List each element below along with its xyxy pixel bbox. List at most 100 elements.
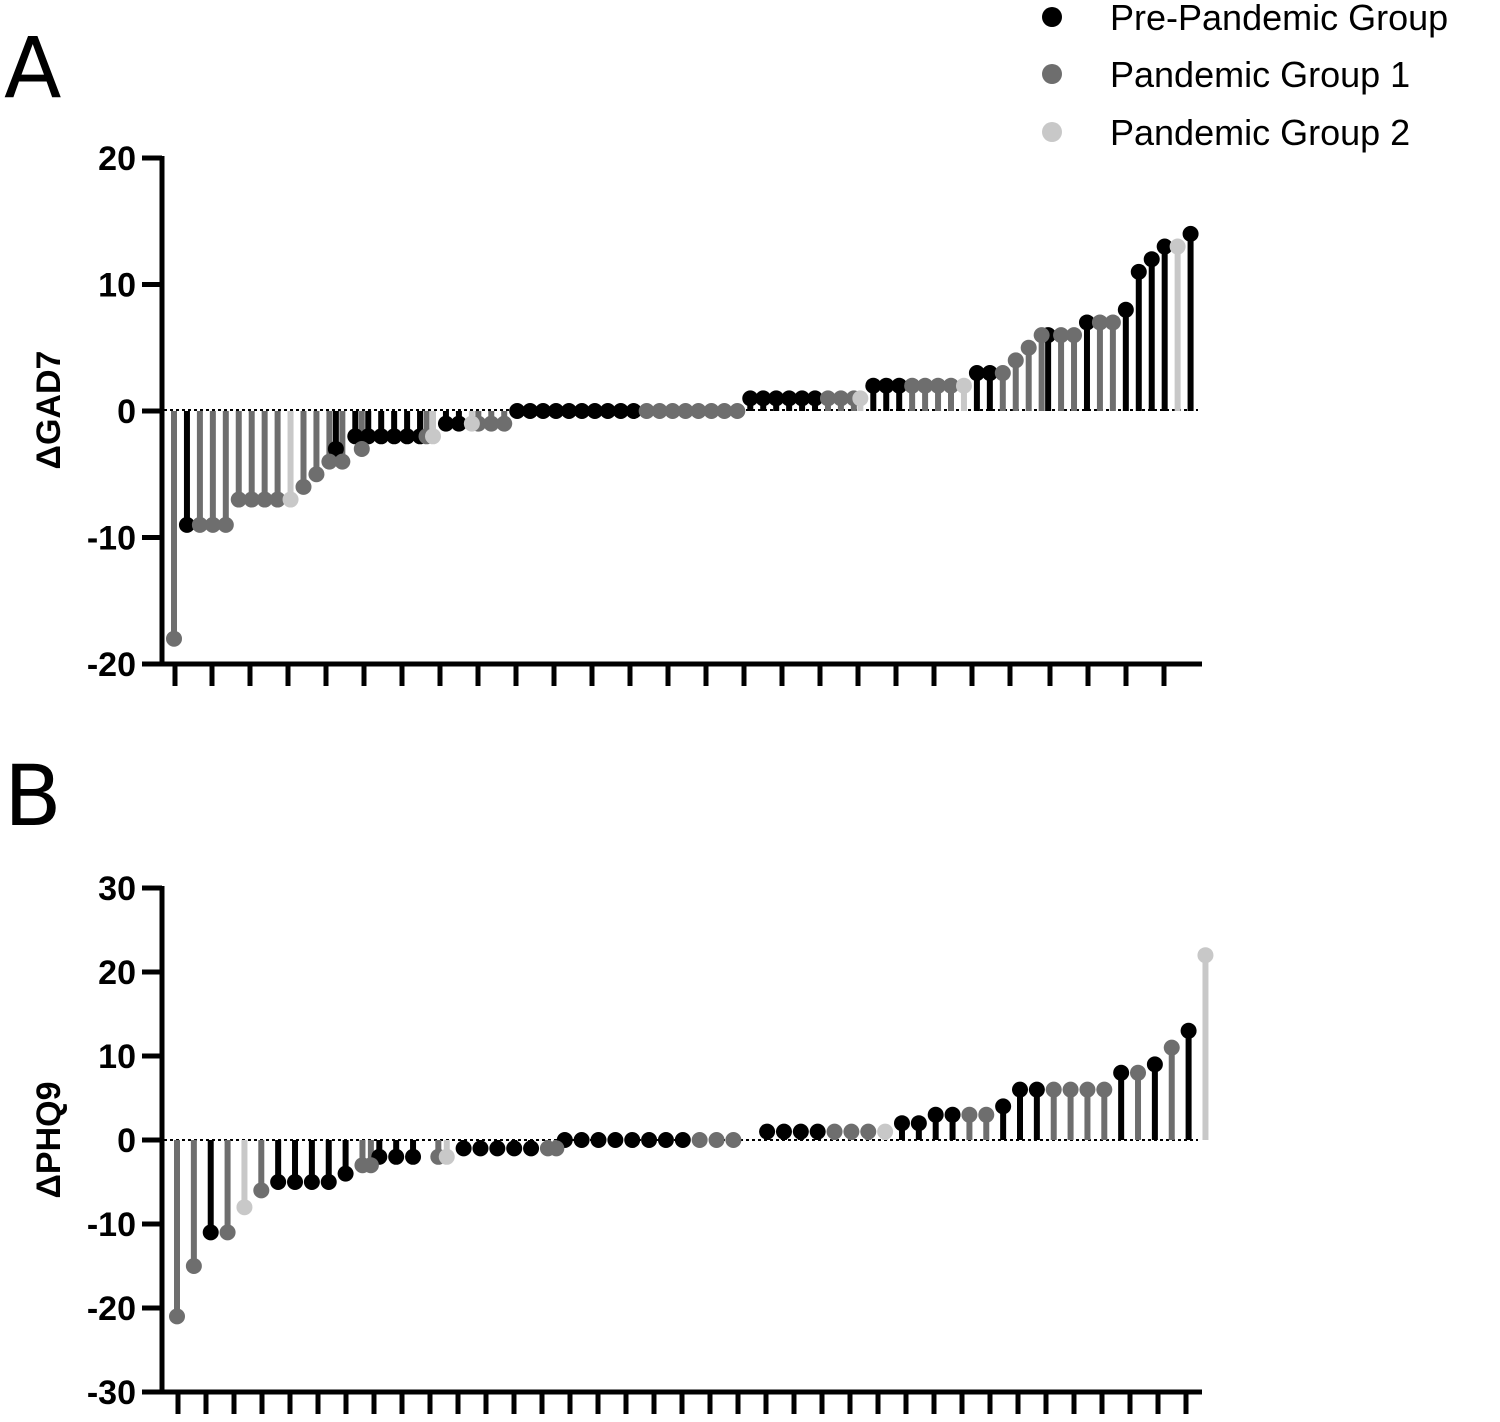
y-tick-label: 20 <box>98 954 136 992</box>
data-point-pre-pandemic-group <box>1156 238 1173 255</box>
data-point-pre-pandemic-group <box>1028 1081 1045 1098</box>
data-point-pandemic-group-1 <box>185 1258 202 1274</box>
data-point-pandemic-group-1 <box>1033 327 1050 344</box>
data-point-pandemic-group-1 <box>334 453 351 470</box>
data-point-pandemic-group-1 <box>1066 327 1083 344</box>
data-point-pre-pandemic-group <box>1180 1022 1197 1039</box>
data-point-pandemic-group-1 <box>253 1182 270 1199</box>
data-point-pandemic-group-1 <box>725 1132 742 1148</box>
panel-a-dots <box>166 225 1199 647</box>
data-point-pandemic-group-2 <box>425 428 441 445</box>
data-point-pandemic-group-2 <box>852 390 869 407</box>
y-tick-label: 0 <box>117 1122 136 1160</box>
data-point-pre-pandemic-group <box>388 1148 405 1165</box>
panel-b-x-ticks <box>175 1392 1189 1414</box>
legend-marker-pandemic-2 <box>1042 122 1062 142</box>
data-point-pre-pandemic-group <box>607 1132 624 1148</box>
data-point-pre-pandemic-group <box>794 390 811 407</box>
data-point-pre-pandemic-group <box>386 428 403 445</box>
data-point-pandemic-group-1 <box>904 377 921 394</box>
data-point-pandemic-group-1 <box>169 1308 185 1325</box>
data-point-pre-pandemic-group <box>1130 263 1147 280</box>
data-point-pre-pandemic-group <box>807 390 824 407</box>
data-point-pre-pandemic-group <box>1143 251 1160 268</box>
data-point-pandemic-group-2 <box>1169 238 1186 255</box>
y-tick-label: -10 <box>87 1206 136 1244</box>
data-point-pre-pandemic-group <box>599 403 616 419</box>
data-point-pre-pandemic-group <box>624 1132 641 1148</box>
data-point-pre-pandemic-group <box>178 516 195 533</box>
panel-a-chart: A ΔGAD7 20 10 0 -10 -20 <box>4 19 1202 686</box>
legend-label-pre-pandemic: Pre-Pandemic Group <box>1110 0 1448 38</box>
y-tick-label: 10 <box>98 267 136 305</box>
data-point-pre-pandemic-group <box>590 1132 607 1148</box>
data-point-pandemic-group-1 <box>1007 352 1024 369</box>
data-point-pre-pandemic-group <box>586 403 603 419</box>
data-point-pre-pandemic-group <box>657 1132 674 1148</box>
data-point-pre-pandemic-group <box>373 428 390 445</box>
data-point-pandemic-group-1 <box>166 630 182 647</box>
data-point-pre-pandemic-group <box>523 1140 540 1157</box>
y-tick-label: -20 <box>87 646 136 684</box>
data-point-pandemic-group-1 <box>1053 327 1070 344</box>
data-point-pandemic-group-1 <box>860 1123 877 1140</box>
panel-a-stems <box>171 233 1194 639</box>
data-point-pandemic-group-1 <box>321 453 338 470</box>
data-point-pandemic-group-1 <box>703 403 720 419</box>
data-point-pre-pandemic-group <box>865 377 882 394</box>
data-point-pre-pandemic-group <box>437 415 454 432</box>
y-tick-label: -30 <box>87 1374 136 1412</box>
data-point-pre-pandemic-group <box>1113 1064 1130 1081</box>
data-point-pre-pandemic-group <box>1146 1056 1163 1073</box>
panel-a-y-axis-title: ΔGAD7 <box>30 351 68 470</box>
data-point-pre-pandemic-group <box>405 1148 422 1165</box>
data-point-pandemic-group-1 <box>1096 1081 1113 1098</box>
data-point-pandemic-group-1 <box>826 1123 843 1140</box>
data-point-pre-pandemic-group <box>968 365 985 382</box>
legend-label-pandemic-1: Pandemic Group 1 <box>1110 54 1410 95</box>
data-point-pandemic-group-1 <box>353 440 370 457</box>
data-point-pandemic-group-1 <box>917 377 934 394</box>
y-tick-label: 30 <box>98 870 136 908</box>
data-point-pre-pandemic-group <box>450 415 467 432</box>
data-point-pre-pandemic-group <box>489 1140 506 1157</box>
data-point-pandemic-group-1 <box>548 1140 565 1157</box>
data-point-pre-pandemic-group <box>455 1140 472 1157</box>
data-point-pre-pandemic-group <box>320 1174 337 1190</box>
data-point-pre-pandemic-group <box>981 365 998 382</box>
data-point-pandemic-group-1 <box>832 390 849 407</box>
data-point-pandemic-group-1 <box>994 365 1011 382</box>
panel-a-x-ticks <box>172 664 1167 686</box>
data-point-pandemic-group-1 <box>1104 314 1121 331</box>
data-point-pandemic-group-1 <box>1079 1081 1096 1098</box>
legend-marker-pre-pandemic <box>1042 7 1062 27</box>
data-point-pandemic-group-1 <box>191 516 208 533</box>
panel-b-chart: B ΔPHQ9 30 20 10 0 -10 -20 -30 <box>4 747 1214 1414</box>
data-point-pre-pandemic-group <box>287 1174 304 1190</box>
data-point-pandemic-group-1 <box>638 403 655 419</box>
data-point-pandemic-group-1 <box>690 403 707 419</box>
data-point-pandemic-group-2 <box>955 377 972 394</box>
data-point-pre-pandemic-group <box>809 1123 826 1140</box>
data-point-pandemic-group-1 <box>708 1132 725 1148</box>
data-point-pandemic-group-1 <box>1091 314 1108 331</box>
data-point-pre-pandemic-group <box>612 403 629 419</box>
data-point-pre-pandemic-group <box>775 1123 792 1140</box>
data-point-pandemic-group-1 <box>843 1123 860 1140</box>
data-point-pandemic-group-1 <box>217 516 234 533</box>
data-point-pre-pandemic-group <box>1078 314 1095 331</box>
data-point-pre-pandemic-group <box>509 403 526 419</box>
data-point-pre-pandemic-group <box>641 1132 658 1148</box>
data-point-pre-pandemic-group <box>347 428 364 445</box>
data-point-pre-pandemic-group <box>625 403 642 419</box>
data-point-pre-pandemic-group <box>891 377 908 394</box>
data-point-pandemic-group-1 <box>930 377 947 394</box>
data-point-pandemic-group-1 <box>978 1106 995 1123</box>
data-point-pandemic-group-1 <box>1062 1081 1079 1098</box>
data-point-pandemic-group-2 <box>1197 947 1214 964</box>
data-point-pre-pandemic-group <box>893 1115 910 1132</box>
data-point-pre-pandemic-group <box>573 1132 590 1148</box>
y-tick-label: 0 <box>117 393 136 431</box>
data-point-pre-pandemic-group <box>202 1224 219 1241</box>
